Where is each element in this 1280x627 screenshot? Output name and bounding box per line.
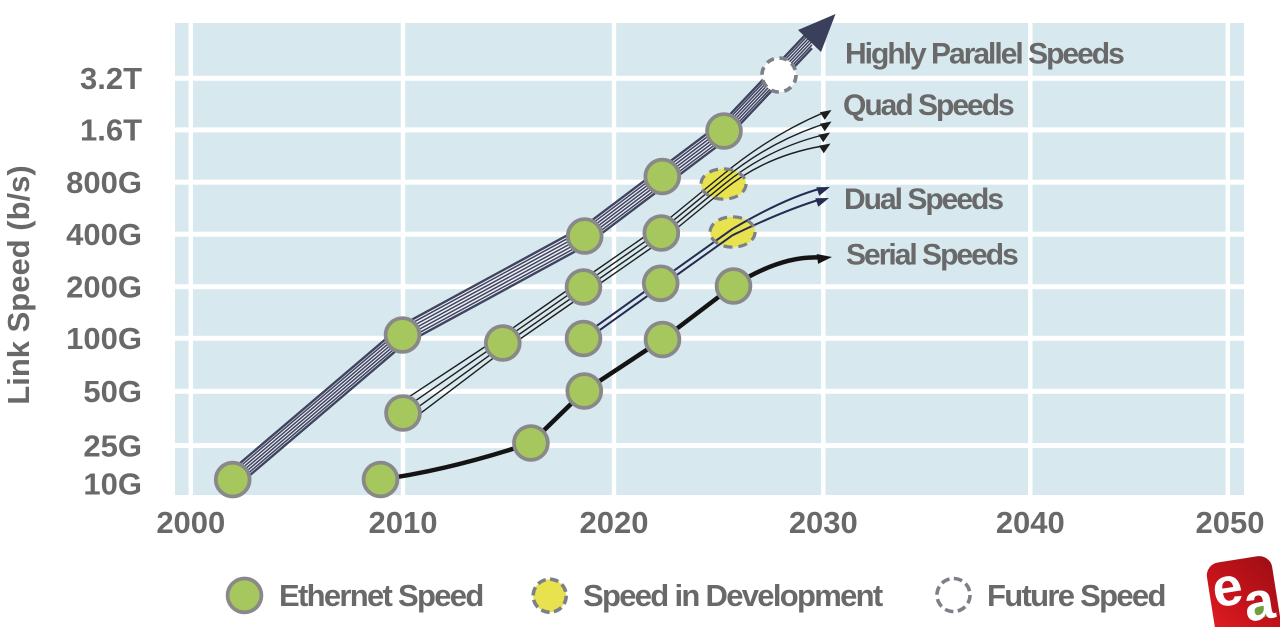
svg-text:Ethernet Speed: Ethernet Speed xyxy=(279,578,483,613)
svg-text:Link Speed (b/s): Link Speed (b/s) xyxy=(1,165,36,404)
svg-text:10G: 10G xyxy=(83,466,142,501)
svg-text:2040: 2040 xyxy=(996,505,1065,540)
svg-text:2020: 2020 xyxy=(580,505,649,540)
svg-text:400G: 400G xyxy=(66,217,142,252)
svg-text:100G: 100G xyxy=(66,321,142,356)
svg-text:2050: 2050 xyxy=(1196,505,1265,540)
svg-text:800G: 800G xyxy=(66,165,142,200)
svg-text:50G: 50G xyxy=(83,374,142,409)
svg-text:2010: 2010 xyxy=(369,505,438,540)
svg-text:200G: 200G xyxy=(66,270,142,305)
svg-text:Serial Speeds: Serial Speeds xyxy=(846,239,1018,272)
svg-text:1.6T: 1.6T xyxy=(80,113,142,148)
svg-text:Speed in Development: Speed in Development xyxy=(583,578,883,613)
svg-text:Dual Speeds: Dual Speeds xyxy=(844,183,1003,216)
svg-text:2000: 2000 xyxy=(156,505,225,540)
svg-text:Quad Speeds: Quad Speeds xyxy=(843,89,1014,122)
svg-text:Future Speed: Future Speed xyxy=(987,578,1165,613)
svg-text:3.2T: 3.2T xyxy=(80,61,142,96)
svg-text:25G: 25G xyxy=(83,428,142,463)
svg-text:Highly Parallel Speeds: Highly Parallel Speeds xyxy=(845,38,1124,71)
svg-text:2030: 2030 xyxy=(789,505,858,540)
